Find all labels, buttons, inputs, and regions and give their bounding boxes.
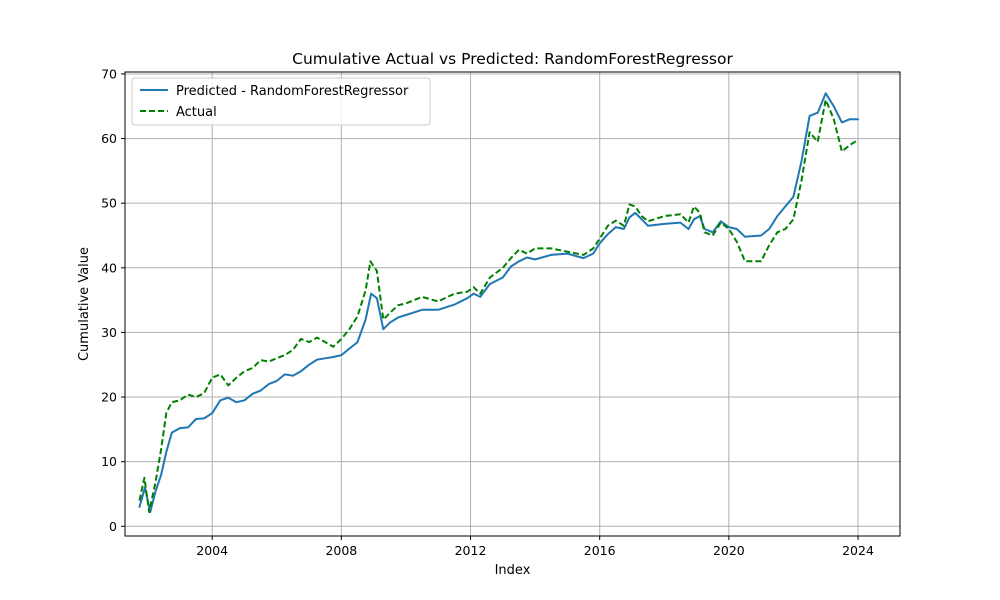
- y-tick-label: 70: [101, 66, 117, 81]
- x-tick-label: 2008: [325, 543, 357, 558]
- y-tick-label: 20: [101, 390, 117, 405]
- x-tick-label: 2004: [196, 543, 228, 558]
- x-tick-label: 2024: [842, 543, 874, 558]
- x-tick-label: 2016: [584, 543, 616, 558]
- y-axis-label: Cumulative Value: [77, 247, 92, 361]
- y-tick-label: 10: [101, 454, 117, 469]
- chart-title: Cumulative Actual vs Predicted: RandomFo…: [292, 50, 733, 68]
- y-tick-label: 50: [101, 196, 117, 211]
- y-tick-label: 30: [101, 325, 117, 340]
- legend: Predicted - RandomForestRegressor Actual: [131, 77, 431, 126]
- legend-label-actual: Actual: [176, 105, 217, 120]
- series-lines: [138, 92, 859, 514]
- grid: [125, 72, 900, 536]
- plot-area-frame: [124, 71, 901, 537]
- legend-box: [131, 77, 431, 126]
- x-axis-ticks: 2004 2008 2012 2016 2020 2024: [196, 536, 874, 558]
- y-axis-ticks: 0 10 20 30 40 50 60 70: [101, 66, 125, 534]
- y-tick-label: 0: [109, 519, 117, 534]
- legend-label-predicted: Predicted - RandomForestRegressor: [176, 84, 409, 99]
- y-tick-label: 40: [101, 260, 117, 275]
- x-tick-label: 2012: [455, 543, 487, 558]
- y-tick-label: 60: [101, 131, 117, 146]
- x-axis-label: Index: [495, 563, 531, 578]
- actual-series-line: [138, 98, 859, 514]
- x-tick-label: 2020: [713, 543, 745, 558]
- predicted-series-line: [138, 92, 859, 514]
